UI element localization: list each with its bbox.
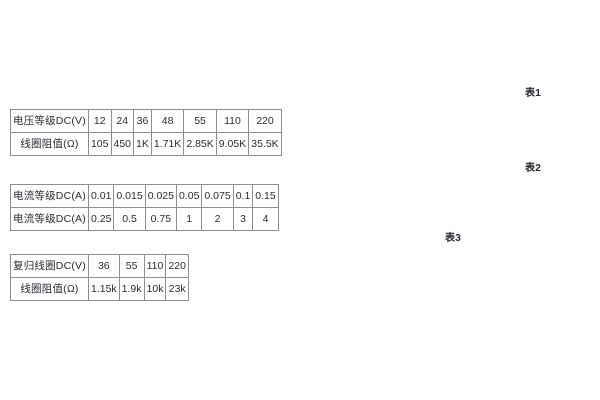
- reset-coil-spec-table: 复归线圈DC(V) 36 55 110 220 线圈阻值(Ω) 1.15k 1.…: [10, 254, 189, 301]
- row-header: 线圈阻值(Ω): [10, 277, 89, 301]
- table-cell: 35.5K: [248, 132, 282, 156]
- table-cell: 0.05: [175, 184, 203, 208]
- table-cell: 1.9k: [118, 277, 145, 301]
- table-row: 电流等级DC(A) 0.25 0.5 0.75 1 2 3 4: [10, 207, 279, 231]
- table-cell: 0.75: [144, 207, 177, 231]
- table-cell: 12: [87, 109, 112, 133]
- current-spec-table: 电流等级DC(A) 0.01 0.015 0.025 0.05 0.075 0.…: [10, 184, 279, 231]
- table-cell: 1K: [133, 132, 152, 156]
- row-header: 电流等级DC(A): [10, 207, 89, 231]
- table-cell: 220: [248, 109, 282, 133]
- table-caption-1: 表1: [525, 88, 541, 99]
- table-caption-2: 表2: [525, 163, 541, 174]
- table-cell: 1.71K: [150, 132, 185, 156]
- table-cell: 105: [87, 132, 112, 156]
- table-cell: 2: [201, 207, 234, 231]
- table-cell: 220: [165, 254, 189, 278]
- table-cell: 0.015: [113, 184, 146, 208]
- table-cell: 0.075: [201, 184, 234, 208]
- row-header: 电压等级DC(V): [10, 109, 89, 133]
- table-cell: 0.25: [87, 207, 115, 231]
- table-row: 电压等级DC(V) 12 24 36 48 55 110 220: [10, 109, 282, 133]
- table-cell: 0.5: [113, 207, 146, 231]
- table-row: 电流等级DC(A) 0.01 0.015 0.025 0.05 0.075 0.…: [10, 184, 279, 208]
- table-cell: 9.05K: [215, 132, 250, 156]
- table-cell: 0.1: [232, 184, 254, 208]
- table-cell: 0.15: [252, 184, 279, 208]
- table-cell: 450: [110, 132, 135, 156]
- row-header: 线圈阻值(Ω): [10, 132, 89, 156]
- table-cell: 24: [110, 109, 135, 133]
- table-cell: 110: [215, 109, 250, 133]
- table-cell: 55: [118, 254, 145, 278]
- table-cell: 2.85K: [183, 132, 217, 156]
- table-cell: 3: [232, 207, 254, 231]
- table-cell: 110: [143, 254, 167, 278]
- table-row: 线圈阻值(Ω) 1.15k 1.9k 10k 23k: [10, 277, 189, 301]
- table-row: 线圈阻值(Ω) 105 450 1K 1.71K 2.85K 9.05K 35.…: [10, 132, 282, 156]
- table-cell: 48: [150, 109, 185, 133]
- row-header: 复归线圈DC(V): [10, 254, 89, 278]
- table-cell: 1: [175, 207, 203, 231]
- table-cell: 23k: [165, 277, 189, 301]
- table-cell: 36: [133, 109, 152, 133]
- table-cell: 1.15k: [87, 277, 120, 301]
- table-cell: 4: [252, 207, 279, 231]
- table-cell: 55: [183, 109, 217, 133]
- table-row: 复归线圈DC(V) 36 55 110 220: [10, 254, 189, 278]
- table-caption-3: 表3: [445, 233, 461, 244]
- table-cell: 10k: [143, 277, 167, 301]
- row-header: 电流等级DC(A): [10, 184, 89, 208]
- table-cell: 0.01: [87, 184, 115, 208]
- table-cell: 36: [87, 254, 120, 278]
- voltage-spec-table: 电压等级DC(V) 12 24 36 48 55 110 220 线圈阻值(Ω)…: [10, 109, 282, 156]
- table-cell: 0.025: [144, 184, 177, 208]
